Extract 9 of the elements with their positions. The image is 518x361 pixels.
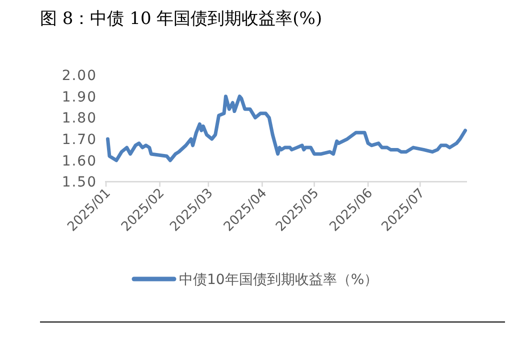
y-tick-label: 1.80 (62, 110, 97, 127)
y-tick-label: 1.60 (62, 153, 97, 170)
y-tick-label: 1.50 (62, 174, 97, 191)
chart-title: 图 8：中债 10 年国债到期收益率(%) (40, 9, 322, 29)
y-tick-label: 1.90 (62, 89, 97, 106)
y-tick-label: 1.70 (62, 132, 97, 148)
line-series (106, 94, 468, 162)
legend-label: 中债10年国债到期收益率（%） (179, 272, 378, 288)
y-tick-label: 2.00 (62, 68, 97, 84)
